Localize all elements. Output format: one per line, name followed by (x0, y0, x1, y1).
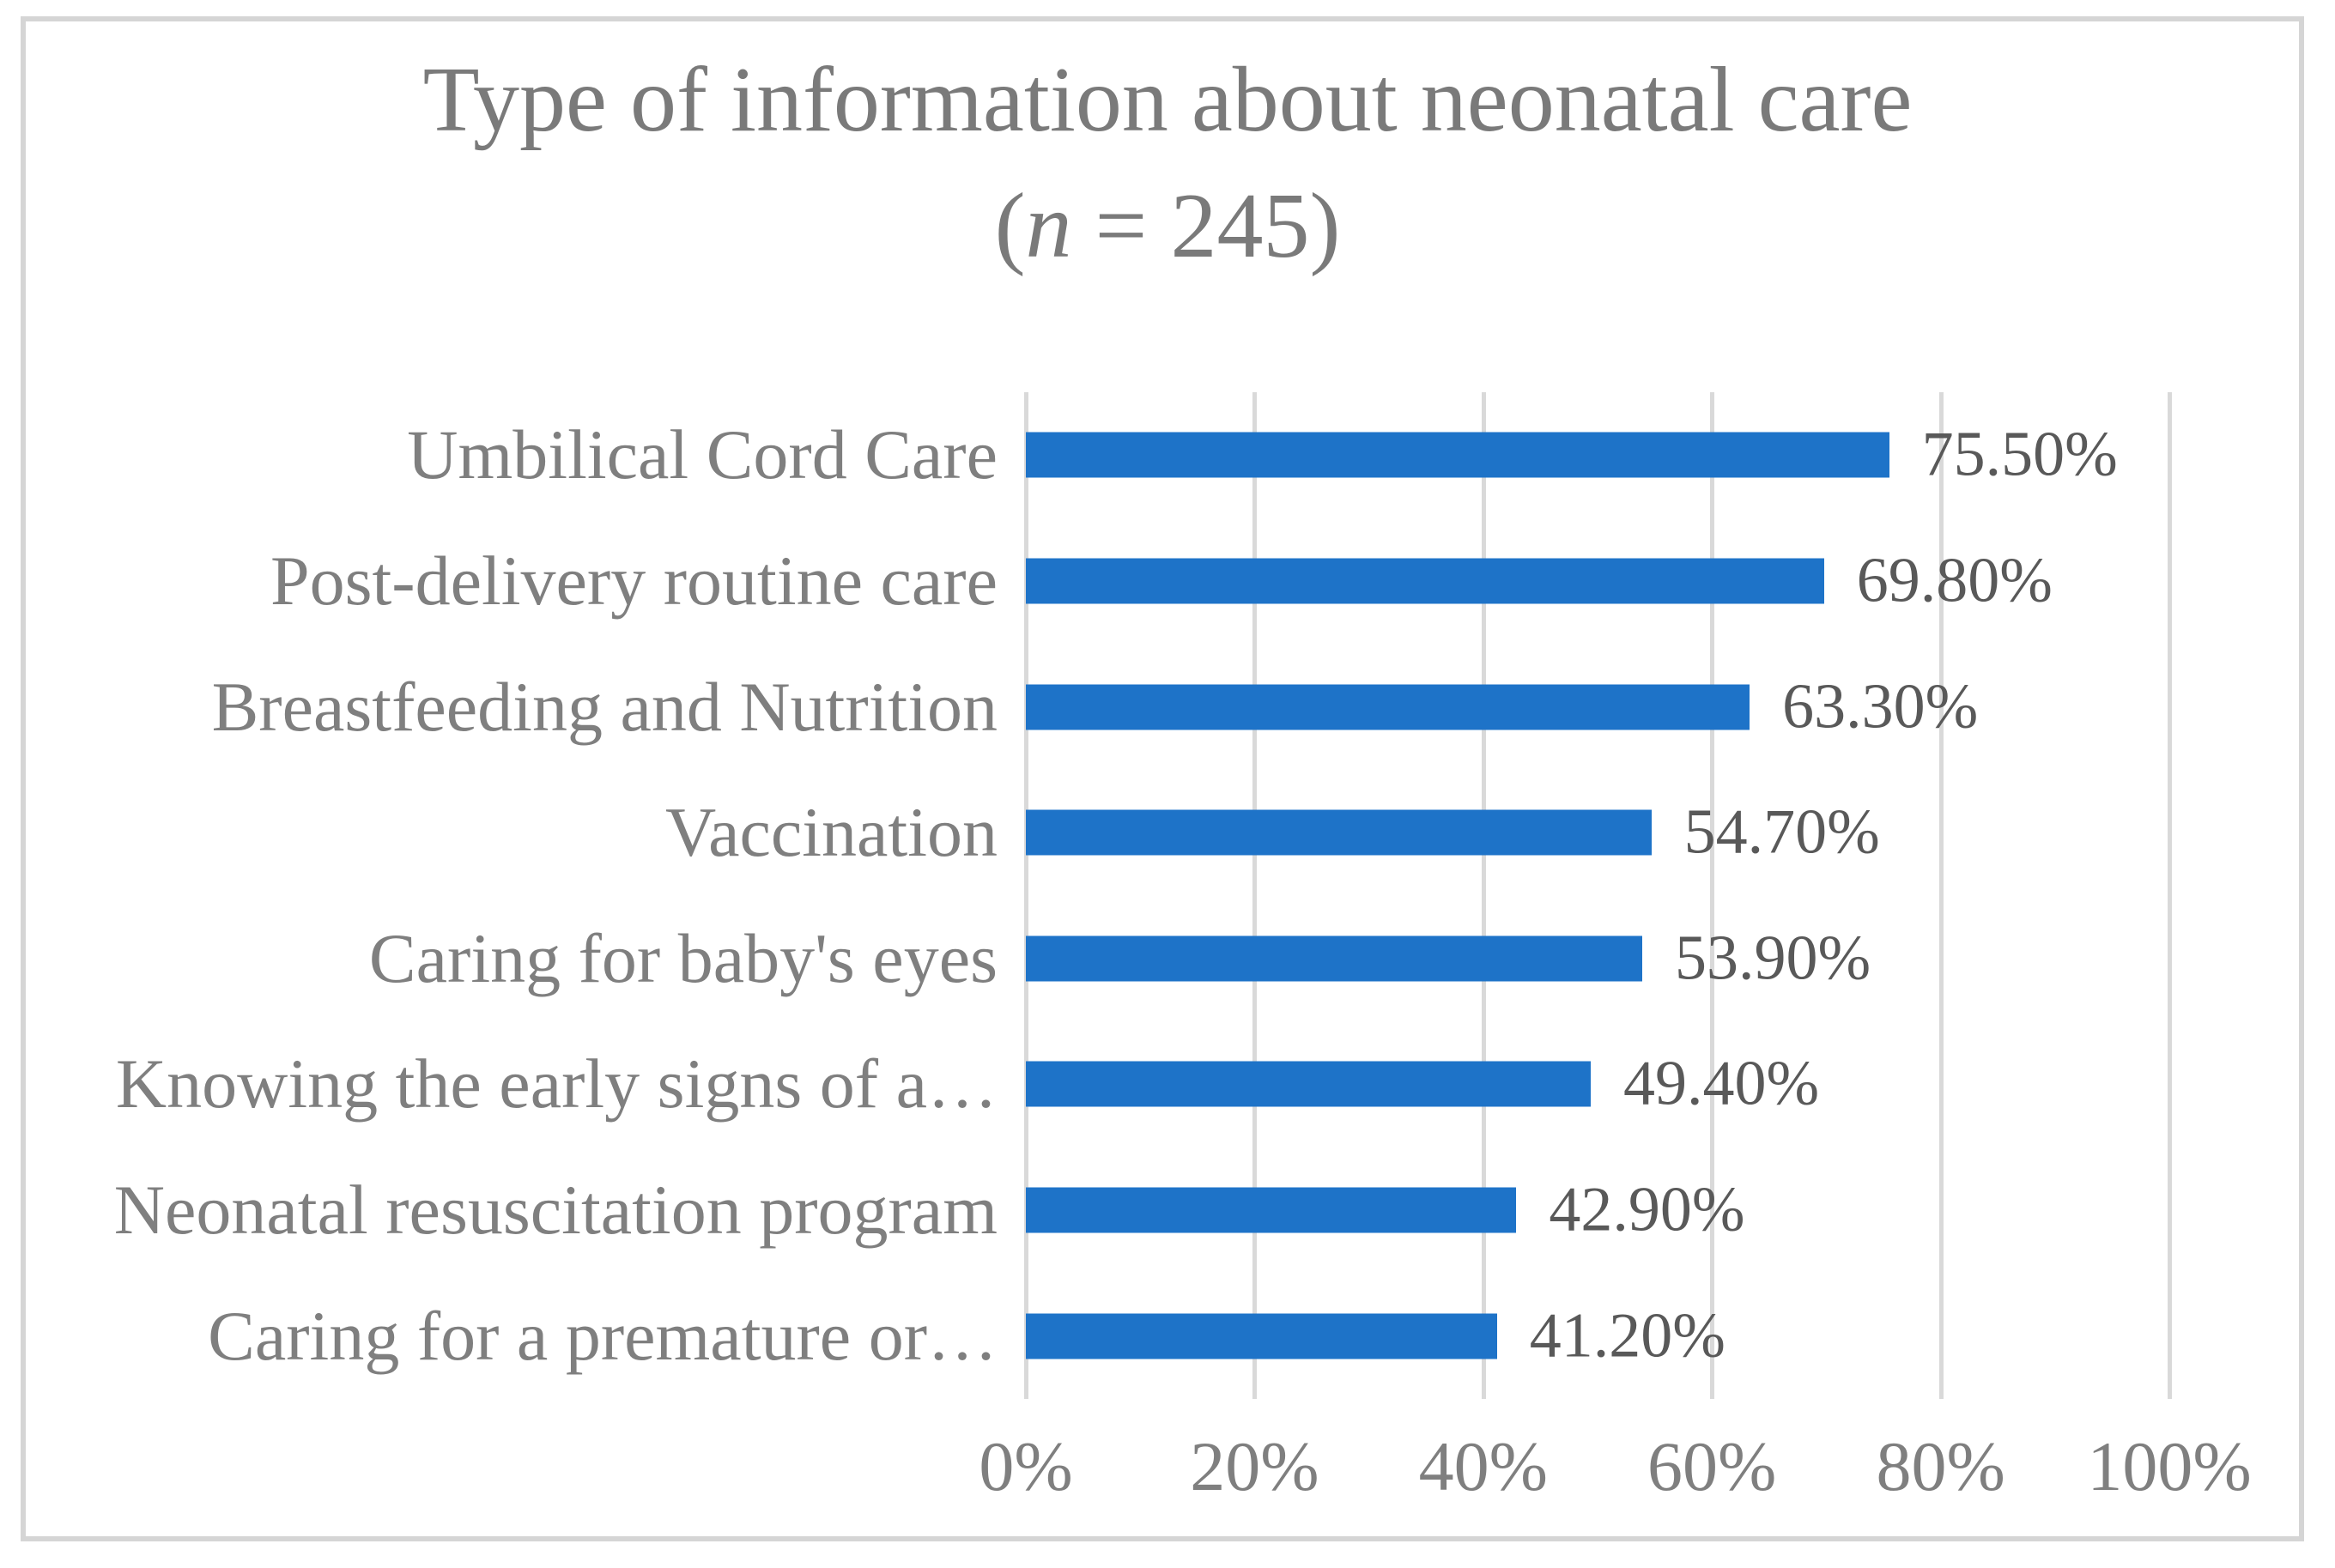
category-label: Vaccination (664, 793, 998, 872)
category-label: Post-delivery routine care (270, 541, 998, 620)
x-tick-label: 80% (1876, 1427, 2005, 1505)
category-label: Breastfeeding and Nutrition (211, 667, 998, 746)
x-tick-label: 40% (1418, 1427, 1548, 1505)
chart-title: Type of information about neonatal care … (0, 38, 2335, 290)
figure-border (21, 16, 2304, 1541)
value-label: 54.70% (1683, 796, 1880, 868)
gridline (2168, 392, 2172, 1399)
value-label: 63.30% (1782, 671, 1979, 742)
gridline (1252, 392, 1258, 1399)
value-label: 42.90% (1549, 1174, 1745, 1245)
gridline (1710, 392, 1715, 1399)
value-label: 75.50% (1921, 419, 2118, 490)
value-label: 69.80% (1856, 545, 2053, 616)
x-tick-label: 20% (1190, 1427, 1319, 1505)
title-sample-size-rest: = 245) (1071, 174, 1341, 277)
category-label: Neonatal resuscitation program (113, 1171, 998, 1250)
bar-row: Breastfeeding and Nutrition 63.30% (0, 644, 2335, 770)
title-sample-size-variable: n (1025, 174, 1072, 277)
value-label: 53.90% (1674, 923, 1871, 994)
bar (1026, 684, 1750, 730)
category-label: Caring for baby's eyes (368, 918, 998, 997)
bar-row: Umbilical Cord Care 75.50% (0, 392, 2335, 518)
value-label: 49.40% (1623, 1048, 1820, 1119)
bar (1026, 558, 1824, 604)
gridline (1024, 392, 1028, 1399)
bar (1026, 935, 1642, 982)
bar (1026, 1313, 1497, 1359)
bar-row: Vaccination 54.70% (0, 770, 2335, 896)
x-tick-label: 100% (2087, 1427, 2252, 1505)
chart-title-line-2: (n = 245) (0, 164, 2335, 290)
bar (1026, 809, 1652, 856)
value-label: 41.20% (1529, 1300, 1725, 1371)
category-label: Caring for a premature or… (208, 1296, 998, 1375)
bar-row: Caring for a premature or… 41.20% (0, 1273, 2335, 1399)
bar (1026, 1061, 1591, 1107)
chart-title-line-1: Type of information about neonatal care (422, 49, 1913, 151)
bar (1026, 432, 1889, 478)
bar (1026, 1187, 1517, 1233)
title-paren-open: ( (994, 174, 1026, 277)
category-label: Knowing the early signs of a… (115, 1044, 998, 1123)
bar-row: Post-delivery routine care 69.80% (0, 518, 2335, 645)
bar-row: Neonatal resuscitation program 42.90% (0, 1147, 2335, 1274)
gridline (1481, 392, 1486, 1399)
bar-row: Caring for baby's eyes 53.90% (0, 896, 2335, 1022)
category-label: Umbilical Cord Care (407, 415, 998, 494)
gridline (1938, 392, 1944, 1399)
x-tick-label: 0% (979, 1427, 1073, 1505)
x-tick-label: 60% (1647, 1427, 1777, 1505)
bar-row: Knowing the early signs of a… 49.40% (0, 1021, 2335, 1147)
